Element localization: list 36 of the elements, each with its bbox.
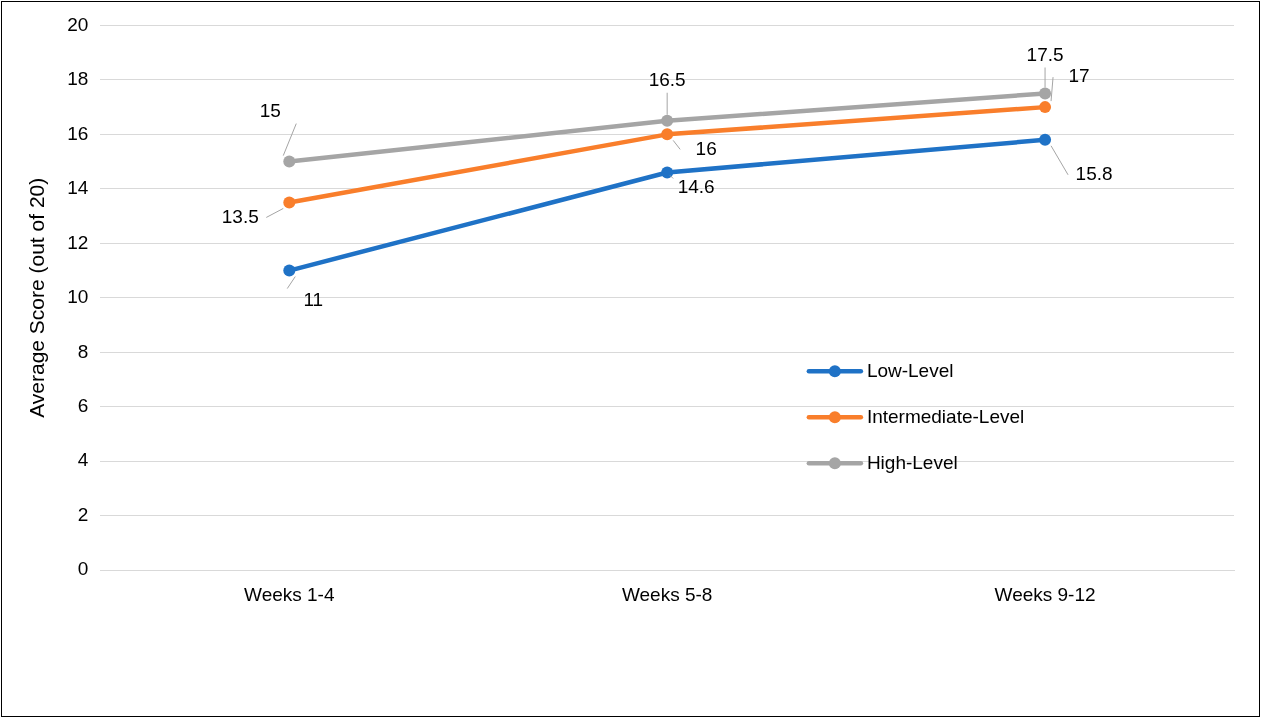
data-label: 17 <box>1068 65 1090 87</box>
y-tick-label: 2 <box>77 503 89 525</box>
data-label: 14.6 <box>677 175 715 197</box>
x-tick-label: Weeks 9-12 <box>994 583 1096 605</box>
data-label: 17.5 <box>1026 43 1064 65</box>
x-tick-label: Weeks 1-4 <box>244 583 335 605</box>
point <box>283 264 296 277</box>
y-tick-label: 8 <box>77 340 89 362</box>
y-tick-label: 12 <box>67 231 89 253</box>
point <box>283 196 296 209</box>
legend-label: Intermediate-Level <box>866 405 1025 427</box>
data-label: 11 <box>303 288 324 310</box>
y-tick-label: 6 <box>77 394 89 416</box>
legend-label: High-Level <box>866 451 958 473</box>
point <box>1039 101 1052 114</box>
point <box>661 128 674 141</box>
y-tick-label: 20 <box>67 13 89 35</box>
data-label: 15 <box>259 99 281 121</box>
x-tick-label: Weeks 5-8 <box>621 583 713 605</box>
point <box>661 166 674 179</box>
point <box>1039 133 1052 146</box>
point <box>283 155 296 168</box>
data-label: 15.8 <box>1075 163 1113 185</box>
point <box>661 114 674 127</box>
y-tick-label: 0 <box>77 558 89 580</box>
data-label: 16.5 <box>648 68 686 90</box>
y-tick-label: 10 <box>67 286 89 308</box>
y-tick-label: 14 <box>67 177 89 199</box>
data-label: 16 <box>695 137 717 159</box>
y-tick-label: 18 <box>67 68 89 90</box>
y-axis-title: Average Score (out of 20) <box>25 177 49 418</box>
point <box>1039 87 1052 100</box>
data-label: 13.5 <box>221 205 259 227</box>
y-tick-label: 16 <box>67 122 89 144</box>
legend-label: Low-Level <box>866 359 954 381</box>
y-tick-label: 4 <box>77 449 89 471</box>
